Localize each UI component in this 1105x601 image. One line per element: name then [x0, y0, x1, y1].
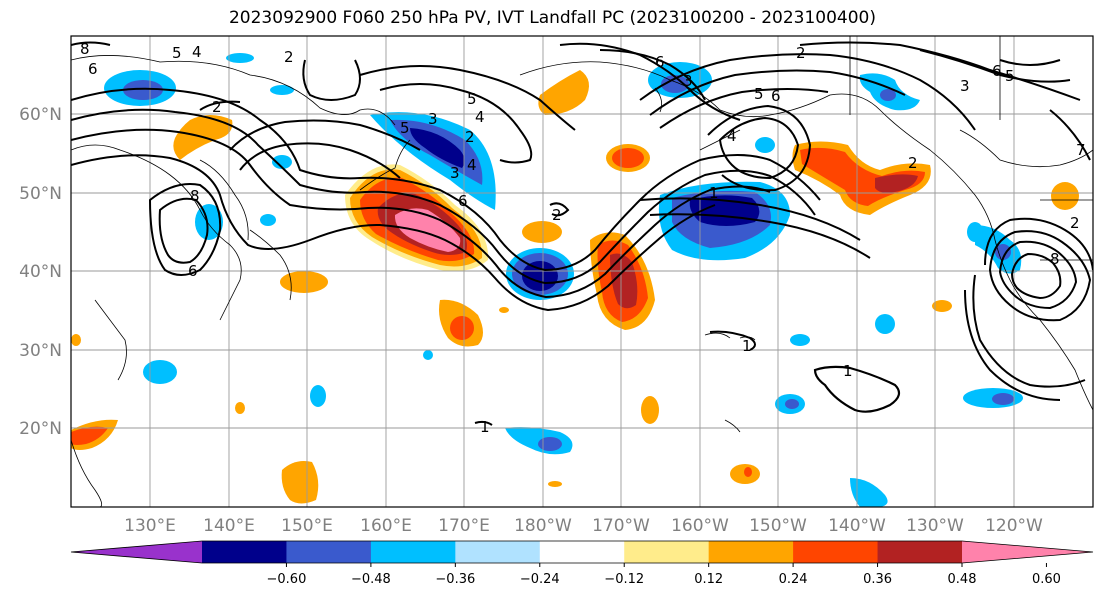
contour-label: 5 [172, 44, 182, 62]
contour-label: 4 [727, 127, 737, 145]
lon-label: 150°E [281, 516, 333, 536]
colorbar-outline [70, 540, 1094, 564]
colorbar-segment [793, 541, 879, 563]
contour-label: 5 [754, 85, 764, 103]
lat-label: 40°N [19, 262, 62, 282]
lon-label: 180°W [514, 516, 572, 536]
contour-label: 2 [796, 44, 806, 62]
lon-label: 130°W [906, 516, 964, 536]
lon-label: 140°E [203, 516, 255, 536]
contour-label: 2 [552, 206, 562, 224]
contour-label: 3 [450, 164, 460, 182]
contour-label: 8 [190, 187, 200, 205]
contour-label: 4 [192, 43, 202, 61]
colorbar-tick-label: −0.60 [267, 572, 307, 587]
contour-label: 6 [771, 87, 781, 105]
contour-label: 2 [465, 128, 475, 146]
contour-label: 3 [960, 77, 970, 95]
colorbar-segment [539, 541, 625, 563]
colorbar-tick-label: 0.12 [694, 572, 723, 587]
colorbar-tick-label: 0.60 [1032, 572, 1061, 587]
colorbar-tick-label: −0.12 [604, 572, 644, 587]
lon-label: 160°E [360, 516, 412, 536]
lat-label: 60°N [19, 105, 62, 125]
longitude-labels: 130°E 140°E 150°E 160°E 170°E 180°W 170°… [124, 516, 1043, 536]
contour-label: 3 [683, 72, 693, 90]
colorbar-extend-max [962, 541, 1093, 563]
colorbar-segment [370, 541, 456, 563]
contour-label: 6 [88, 60, 98, 78]
contour-label: 6 [992, 62, 1002, 80]
lon-label: 140°W [828, 516, 886, 536]
contour-label: 2 [212, 98, 222, 116]
map-frame [70, 35, 1094, 508]
contour-label: 5 [400, 119, 410, 137]
contour-label: 2 [284, 48, 294, 66]
colorbar-segment [286, 541, 372, 563]
contour-label: 3 [428, 110, 438, 128]
colorbar-segment [624, 541, 710, 563]
lon-label: 150°W [749, 516, 807, 536]
contour-label: 7 [1076, 141, 1086, 159]
map-panel [71, 36, 1093, 507]
contour-label: 5 [1005, 67, 1015, 85]
colorbar-extend-min [71, 541, 202, 563]
colorbar: −0.60 −0.48 −0.36 −0.24 −0.12 0.12 0.24 0.36 0.4… [70, 540, 1094, 587]
lat-label: 20°N [19, 419, 62, 439]
colorbar-tick-label: −0.36 [435, 572, 475, 587]
contour-label-group: 8 6 5 4 2 2 5 4 3 2 5 4 3 6 8 6 2 2 5 6 … [80, 40, 1086, 436]
colorbar-tick-label: −0.24 [520, 572, 560, 587]
colorbar-segment [708, 541, 794, 563]
contour-label: 5 [467, 90, 477, 108]
contour-label: 8 [80, 40, 90, 58]
map-title: 2023092900 F060 250 hPa PV, IVT Landfall… [228, 8, 876, 28]
lon-label: 160°W [671, 516, 729, 536]
contour-label: 1 [843, 362, 853, 380]
colorbar-segment [202, 541, 287, 563]
colorbar-tick-label: 0.48 [948, 572, 977, 587]
contour-lines [71, 41, 1093, 426]
lat-label: 50°N [19, 184, 62, 204]
latitude-labels: 20°N 30°N 40°N 50°N 60°N [19, 105, 62, 439]
colorbar-segment [455, 541, 541, 563]
lon-label: 170°E [438, 516, 490, 536]
contour-label: 8 [1050, 250, 1060, 268]
lon-label: 130°E [124, 516, 176, 536]
colorbar-tick-label: 0.36 [863, 572, 892, 587]
contour-label: 6 [188, 262, 198, 280]
colorbar-tick-label: −0.48 [351, 572, 391, 587]
colorbar-segment [877, 541, 963, 563]
contour-label: 1 [709, 184, 719, 202]
lat-label: 30°N [19, 341, 62, 361]
contour-label: 6 [458, 192, 468, 210]
contour-label: 6 [655, 53, 665, 71]
contour-label: 2 [908, 154, 918, 172]
contour-label: 1 [480, 418, 490, 436]
contour-label: 4 [467, 156, 477, 174]
contour-label: 2 [1070, 214, 1080, 232]
contour-label: 1 [742, 337, 752, 355]
lon-label: 170°W [592, 516, 650, 536]
colorbar-tick-label: 0.24 [779, 572, 808, 587]
lon-label: 120°W [985, 516, 1043, 536]
contour-label: 4 [475, 108, 485, 126]
